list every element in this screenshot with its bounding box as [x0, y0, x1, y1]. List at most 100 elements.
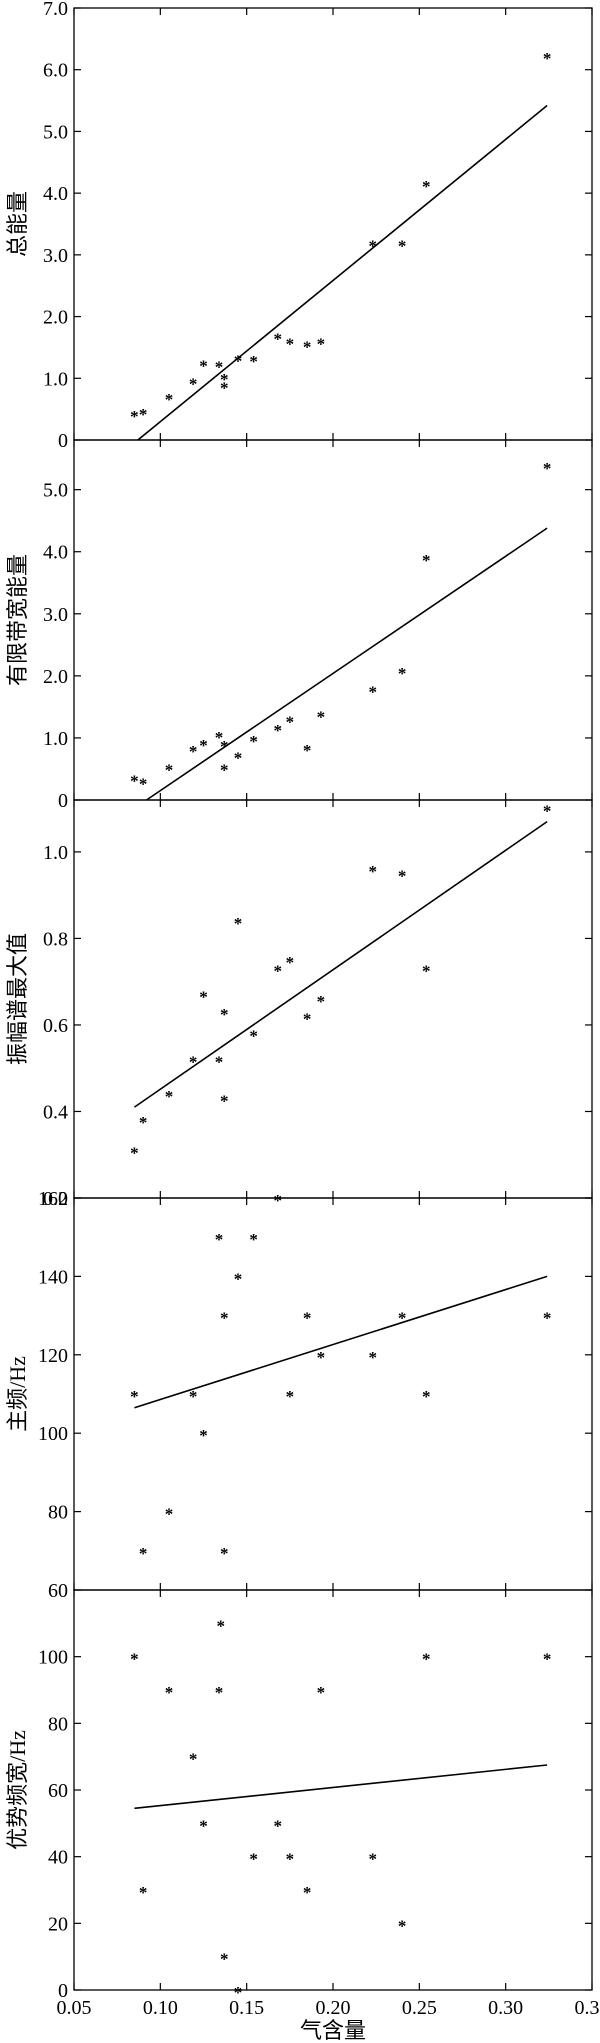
y-axis-label: 有限带宽能量 [5, 554, 30, 686]
x-tick-label: 0.20 [316, 1997, 351, 2019]
y-axis-label: 总能量 [5, 191, 30, 257]
data-point: * [543, 1309, 552, 1328]
data-point: * [317, 992, 326, 1011]
data-point: * [189, 1053, 198, 1072]
data-point: * [234, 1983, 243, 2002]
data-point: * [543, 459, 552, 478]
data-point: * [220, 1309, 229, 1328]
data-point: * [249, 732, 258, 751]
plot-frame [73, 439, 593, 801]
data-point: * [189, 742, 198, 761]
data-point: * [273, 962, 282, 981]
fit-line [133, 820, 548, 1108]
x-tick-label: 0.10 [143, 1997, 178, 2019]
data-point: * [199, 1426, 208, 1445]
data-point: * [303, 337, 312, 356]
data-point: * [273, 1816, 282, 1835]
data-point: * [220, 1544, 229, 1563]
fit-line [137, 104, 548, 441]
panel-4: 60 80 100 120 140 160 主频/Hz * * * * * * * * * * * * * * * * * * [5, 1188, 593, 1602]
fit-line [134, 1275, 548, 1409]
data-point: * [303, 1883, 312, 1902]
y-tick-label: 1.0 [43, 842, 68, 864]
data-point: * [165, 761, 174, 780]
data-point: * [234, 748, 243, 767]
data-point: * [139, 405, 148, 424]
data-point: * [368, 683, 377, 702]
y-axis-label: 主频/Hz [5, 1356, 30, 1432]
y-tick-label: 20 [48, 1913, 68, 1935]
y-tick-label: 0 [58, 790, 68, 812]
data-point: * [189, 374, 198, 393]
data-point: * [543, 802, 552, 821]
data-point: * [199, 1816, 208, 1835]
data-point: * [273, 1191, 282, 1210]
data-point: * [130, 1143, 139, 1162]
data-point: * [368, 1348, 377, 1367]
y-tick-label: 60 [48, 1780, 68, 1802]
y-tick-label: 7.0 [43, 0, 68, 20]
data-point: * [422, 177, 431, 196]
data-point: * [215, 358, 224, 377]
y-tick-label: 80 [48, 1713, 68, 1735]
data-point: * [130, 407, 139, 426]
y-tick-label: 2.0 [43, 307, 68, 329]
y-tick-label: 100 [38, 1423, 68, 1445]
data-point: * [165, 1505, 174, 1524]
data-point: * [368, 237, 377, 256]
data-point: * [422, 1387, 431, 1406]
data-point: * [217, 1616, 226, 1635]
y-tick-label: 0 [58, 1980, 68, 2002]
data-point: * [130, 771, 139, 790]
data-point: * [199, 988, 208, 1007]
y-tick-label: 140 [38, 1266, 68, 1288]
data-point: * [220, 761, 229, 780]
y-tick-label: 1.0 [43, 728, 68, 750]
y-tick-label: 5.0 [43, 121, 68, 143]
y-tick-label: 3.0 [43, 245, 68, 267]
y-tick-label: 0 [58, 430, 68, 452]
data-point: * [220, 1092, 229, 1111]
y-axis-label: 优势频宽/Hz [5, 1730, 30, 1850]
data-point: * [199, 736, 208, 755]
data-point: * [273, 329, 282, 348]
data-point: * [220, 737, 229, 756]
data-point: * [165, 1683, 174, 1702]
data-point: * [422, 551, 431, 570]
y-tick-label: 120 [38, 1345, 68, 1367]
data-point: * [543, 1650, 552, 1669]
y-tick-label: 4.0 [43, 542, 68, 564]
y-tick-label: 0.8 [43, 928, 68, 950]
y-tick-label: 100 [38, 1647, 68, 1669]
data-point: * [286, 712, 295, 731]
data-point: * [249, 1027, 258, 1046]
data-point: * [398, 664, 407, 683]
plot-frame [73, 799, 593, 1199]
y-tick-label: 6.0 [43, 60, 68, 82]
y-tick-label: 0.2 [43, 1188, 68, 1210]
y-axis-label: 振幅谱最大值 [5, 933, 30, 1065]
data-point: * [303, 741, 312, 760]
y-tick-label: 80 [48, 1502, 68, 1524]
y-tick-label: 160 [38, 1188, 68, 1210]
x-tick-label: 0.05 [57, 1997, 92, 2019]
data-point: * [368, 1850, 377, 1869]
data-point: * [130, 1387, 139, 1406]
data-point: * [215, 728, 224, 747]
plot-frame [73, 7, 593, 441]
y-tick-label: 0.6 [43, 1015, 68, 1037]
data-point: * [286, 1387, 295, 1406]
data-point: * [422, 962, 431, 981]
data-point: * [189, 1387, 198, 1406]
data-point: * [317, 1683, 326, 1702]
data-point: * [286, 1850, 295, 1869]
y-tick-label: 1.0 [43, 368, 68, 390]
data-point: * [189, 1750, 198, 1769]
data-point: * [249, 1850, 258, 1869]
plot-frame [73, 1197, 593, 1591]
data-point: * [139, 1113, 148, 1132]
